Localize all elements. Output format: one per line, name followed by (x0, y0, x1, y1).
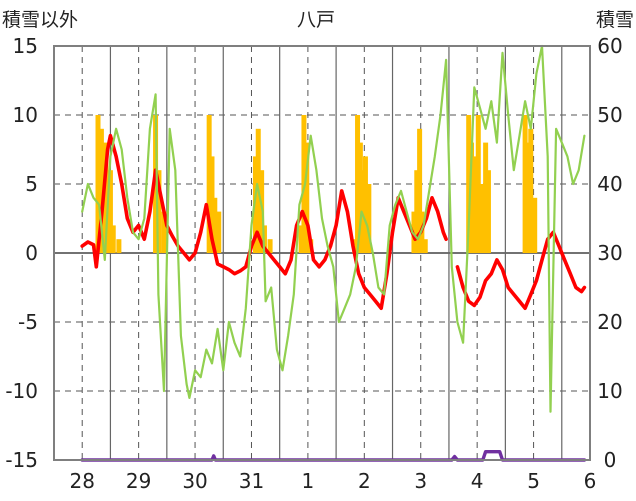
green-series-line (81, 44, 586, 413)
left-tick-label: 5 (25, 172, 38, 196)
precip-bar (422, 239, 428, 253)
precip-bar (479, 184, 485, 253)
plot-frame (53, 45, 591, 461)
precip-bar (522, 115, 528, 253)
precip-bar (471, 156, 477, 253)
precip-bar (212, 197, 218, 253)
left-tick-label: 15 (13, 34, 38, 58)
precip-bar (483, 142, 489, 253)
x-tick-label: 3 (414, 469, 427, 493)
precip-bar (355, 115, 361, 253)
precip-bar (161, 211, 167, 253)
precip-bar (366, 184, 372, 253)
precip-bar (116, 239, 122, 253)
precip-bar (485, 170, 491, 253)
x-ticks: 28 29 30 31 1 2 3 4 5 6 (69, 469, 596, 493)
x-tick-label: 2 (358, 469, 371, 493)
precip-bar (206, 115, 212, 253)
x-tick-label: 1 (302, 469, 315, 493)
x-tick-label: 29 (126, 469, 151, 493)
precip-bar (209, 156, 215, 253)
right-axis-title: 積雪 (596, 9, 634, 31)
precip-bar (252, 156, 258, 253)
precip-bar (414, 170, 420, 253)
right-tick-label: 20 (597, 310, 622, 334)
chart-title: 八戸 (297, 9, 335, 31)
x-tick-label: 6 (584, 469, 597, 493)
precip-bar (532, 197, 538, 253)
right-y-ticks: 60 50 40 30 20 10 0 (597, 34, 622, 472)
right-tick-label: 40 (597, 172, 622, 196)
precip-bar (304, 142, 310, 253)
left-tick-label: 10 (13, 103, 38, 127)
snow-depth-line (80, 450, 587, 462)
x-tick-label: 4 (471, 469, 484, 493)
precip-bar (110, 225, 116, 253)
precip-bar (267, 239, 273, 253)
precip-bar (103, 142, 109, 253)
precip-bar (98, 128, 104, 253)
x-tick-label: 5 (527, 469, 540, 493)
precip-bar (466, 115, 472, 253)
x-tick-label: 30 (182, 469, 207, 493)
precip-bar (301, 115, 307, 253)
precip-bar (156, 170, 162, 253)
precip-bar (357, 142, 363, 253)
right-tick-label: 10 (597, 379, 622, 403)
precip-bar (417, 128, 423, 253)
left-tick-label: -5 (18, 310, 38, 334)
precip-bar (107, 170, 113, 253)
temperature-line (455, 230, 587, 310)
left-axis-title: 積雪以外 (2, 9, 78, 31)
precip-bar (298, 225, 304, 253)
right-tick-label: 0 (604, 448, 617, 472)
vertical-gridlines (81, 46, 591, 460)
precip-bar (153, 115, 159, 253)
horizontal-gridlines (54, 114, 590, 392)
precip-bar (525, 142, 531, 253)
right-tick-label: 30 (597, 241, 622, 265)
precip-bar (528, 128, 534, 253)
left-y-ticks: 15 10 5 0 -5 -10 -15 (5, 34, 38, 472)
right-tick-label: 50 (597, 103, 622, 127)
left-tick-label: -10 (5, 379, 38, 403)
series-lines (80, 44, 587, 462)
precip-bar (469, 142, 475, 253)
precip-bar (475, 115, 481, 253)
precip-bar (362, 156, 368, 253)
precip-bar (95, 115, 101, 253)
x-tick-label: 31 (239, 469, 264, 493)
precip-bar (216, 211, 222, 253)
left-tick-label: -15 (5, 448, 38, 472)
precip-bar (259, 170, 265, 253)
x-tick-label: 28 (69, 469, 94, 493)
left-tick-label: 0 (25, 241, 38, 265)
right-tick-label: 60 (597, 34, 622, 58)
